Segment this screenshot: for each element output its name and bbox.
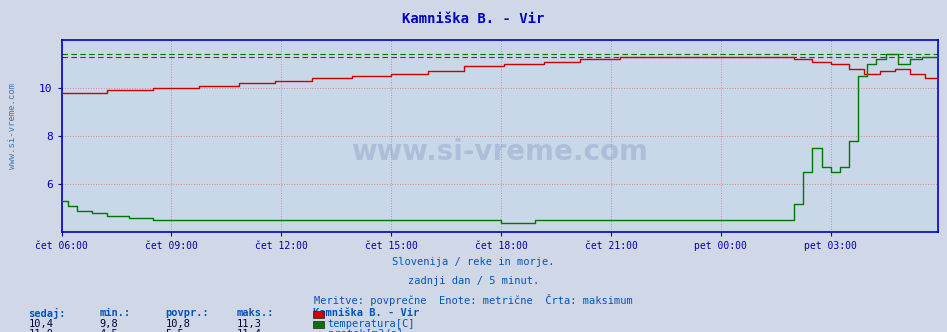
Text: 9,8: 9,8: [99, 319, 118, 329]
Text: sedaj:: sedaj:: [28, 308, 66, 319]
Text: 11,0: 11,0: [28, 329, 53, 332]
Text: maks.:: maks.:: [237, 308, 275, 318]
Text: temperatura[C]: temperatura[C]: [328, 319, 415, 329]
Text: 5,5: 5,5: [166, 329, 185, 332]
Text: Slovenija / reke in morje.: Slovenija / reke in morje.: [392, 257, 555, 267]
Text: 11,4: 11,4: [237, 329, 261, 332]
Text: min.:: min.:: [99, 308, 131, 318]
Text: www.si-vreme.com: www.si-vreme.com: [351, 137, 648, 166]
Text: 4,5: 4,5: [99, 329, 118, 332]
Text: www.si-vreme.com: www.si-vreme.com: [8, 83, 17, 169]
Text: povpr.:: povpr.:: [166, 308, 209, 318]
Text: Kamniška B. - Vir: Kamniška B. - Vir: [313, 308, 419, 318]
Text: zadnji dan / 5 minut.: zadnji dan / 5 minut.: [408, 276, 539, 286]
Text: 10,8: 10,8: [166, 319, 190, 329]
Text: Meritve: povprečne  Enote: metrične  Črta: maksimum: Meritve: povprečne Enote: metrične Črta:…: [314, 294, 633, 306]
Text: 10,4: 10,4: [28, 319, 53, 329]
Text: pretok[m3/s]: pretok[m3/s]: [328, 329, 402, 332]
Text: Kamniška B. - Vir: Kamniška B. - Vir: [402, 12, 545, 26]
Text: 11,3: 11,3: [237, 319, 261, 329]
